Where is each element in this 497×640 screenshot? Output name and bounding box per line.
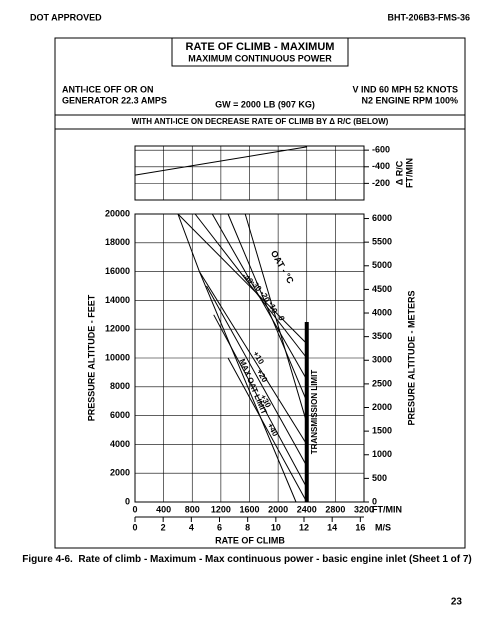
series-line xyxy=(211,213,308,380)
y-tick-label: 12000 xyxy=(105,324,130,334)
x2-tick-label: 14 xyxy=(327,522,337,532)
y2-tick-label: 1500 xyxy=(372,426,392,436)
condition: N2 ENGINE RPM 100% xyxy=(361,95,458,105)
y-tick-label: 14000 xyxy=(105,295,130,305)
series-line xyxy=(134,146,307,176)
x-tick-label: 800 xyxy=(185,504,200,514)
x-unit: FT/MIN xyxy=(372,504,402,514)
y-tick-label: 10000 xyxy=(105,352,130,362)
note: WITH ANTI-ICE ON DECREASE RATE OF CLIMB … xyxy=(132,117,389,126)
y2-tick-label: 3500 xyxy=(372,331,392,341)
x-axis-label: RATE OF CLIMB xyxy=(215,535,285,545)
x2-tick-label: 6 xyxy=(217,522,222,532)
y-tick-label: 20000 xyxy=(105,208,130,218)
y2-tick-label: 5500 xyxy=(372,237,392,247)
y-tick-label: 6000 xyxy=(110,410,130,420)
x-tick-label: 2400 xyxy=(297,504,317,514)
y2-tick-label: 2500 xyxy=(372,378,392,388)
y-tick-label: 0 xyxy=(125,496,130,506)
series-label: TRANSMISSION LIMIT xyxy=(310,370,319,455)
y-tick-label: 18000 xyxy=(105,237,130,247)
series-label: 0 xyxy=(276,315,286,322)
x2-tick-label: 10 xyxy=(271,522,281,532)
series-label: +10 xyxy=(251,350,266,367)
y-tick-label: 4000 xyxy=(110,439,130,449)
title: RATE OF CLIMB - MAXIMUM xyxy=(186,41,335,53)
y-axis-label: Δ R/C xyxy=(394,160,404,185)
y-tick-label: -400 xyxy=(372,161,390,171)
x-tick-label: 1200 xyxy=(211,504,231,514)
series-line xyxy=(177,213,308,344)
page-number: 23 xyxy=(451,597,463,608)
x2-tick-label: 2 xyxy=(161,522,166,532)
y2-tick-label: 4500 xyxy=(372,284,392,294)
x2-tick-label: 4 xyxy=(189,522,194,532)
condition: V IND 60 MPH 52 KNOTS xyxy=(352,84,458,94)
y-tick-label: -200 xyxy=(372,178,390,188)
condition: GENERATOR 22.3 AMPS xyxy=(62,95,167,105)
x2-tick-label: 16 xyxy=(355,522,365,532)
header-left: DOT APPROVED xyxy=(30,12,102,22)
series-line xyxy=(206,285,308,467)
series-line xyxy=(227,213,308,402)
y-tick-label: 8000 xyxy=(110,381,130,391)
x-tick-label: 1600 xyxy=(239,504,259,514)
x2-tick-label: 0 xyxy=(132,522,137,532)
y2-tick-label: 3000 xyxy=(372,355,392,365)
x-tick-label: 2800 xyxy=(325,504,345,514)
caption: Figure 4-6. Rate of climb - Maximum - Ma… xyxy=(22,553,472,566)
y-axis-label: PRESSURE ALTITUDE - FEET xyxy=(86,294,96,421)
caption-label: Figure 4-6. xyxy=(22,554,73,565)
y2-tick-label: 2000 xyxy=(372,402,392,412)
subtitle: MAXIMUM CONTINUOUS POWER xyxy=(188,53,332,63)
title-box xyxy=(171,37,349,67)
x2-tick-label: 12 xyxy=(299,522,309,532)
x-tick-label: 2000 xyxy=(268,504,288,514)
caption-text: Rate of climb - Maximum - Max continuous… xyxy=(78,554,472,565)
y2-tick-label: 500 xyxy=(372,473,387,483)
x2-tick-label: 8 xyxy=(245,522,250,532)
x-tick-label: 400 xyxy=(156,504,171,514)
y2-tick-label: 1000 xyxy=(372,449,392,459)
y2-tick-label: 6000 xyxy=(372,213,392,223)
x2-unit: M/S xyxy=(375,522,391,532)
y2-tick-label: 0 xyxy=(372,496,377,506)
x-tick-label: 0 xyxy=(132,504,137,514)
x-tick-label: 3200 xyxy=(354,504,374,514)
y2-axis-label: PRESURE ALTITUDE - METERS xyxy=(406,290,416,425)
series-line xyxy=(194,213,308,359)
condition: GW = 2000 LB (907 KG) xyxy=(215,99,315,109)
condition: ANTI-ICE OFF OR ON xyxy=(62,84,154,94)
y-axis-label: FT/MIN xyxy=(404,158,414,188)
series-line xyxy=(227,357,308,503)
series-line xyxy=(177,213,297,503)
series-line xyxy=(198,271,308,445)
y-tick-label: -600 xyxy=(372,145,390,155)
y2-tick-label: 5000 xyxy=(372,260,392,270)
annotation: OAT - °C xyxy=(269,249,296,286)
header-right: BHT-206B3-FMS-36 xyxy=(387,12,470,22)
y-tick-label: 2000 xyxy=(110,468,130,478)
y2-tick-label: 4000 xyxy=(372,307,392,317)
series-line xyxy=(244,213,308,423)
y-tick-label: 16000 xyxy=(105,266,130,276)
